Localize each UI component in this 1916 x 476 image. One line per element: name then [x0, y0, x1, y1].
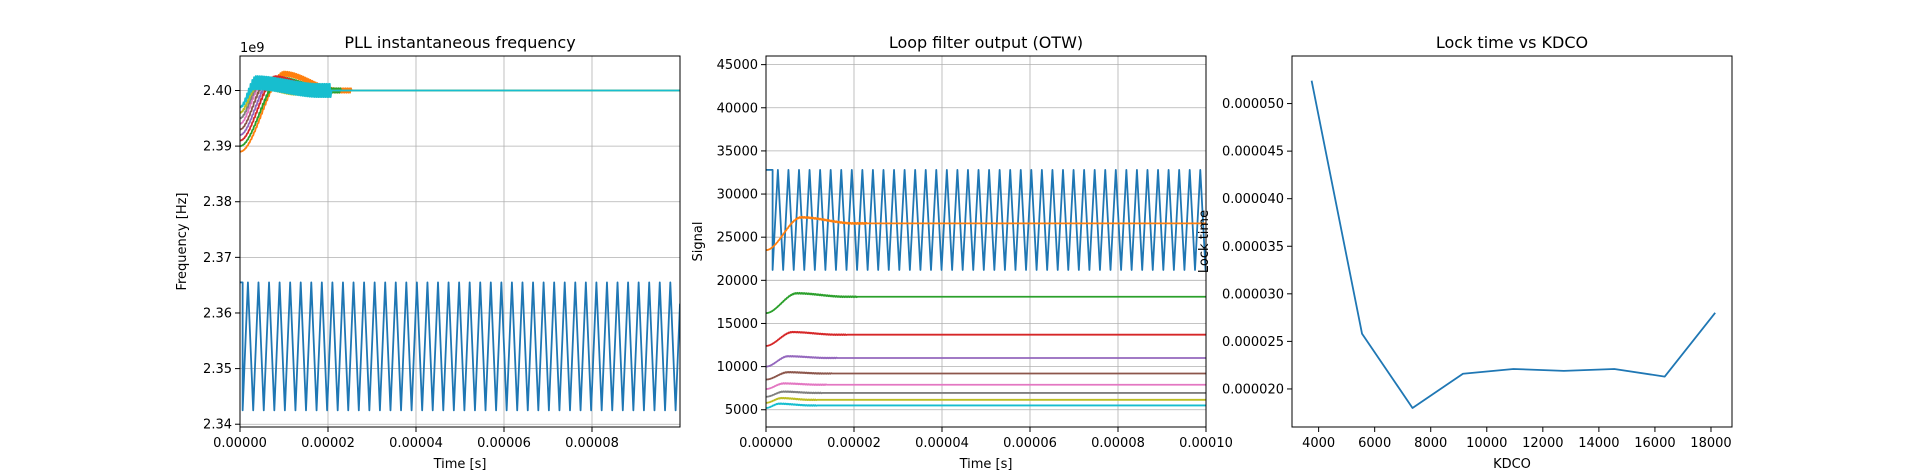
- y-tick-label: 2.36: [203, 306, 232, 321]
- y-tick-label: 0.000030: [1222, 287, 1284, 302]
- y-tick-label: 5000: [725, 403, 758, 418]
- series-line-0: [1310, 80, 1716, 409]
- y-offset-text: 1e9: [240, 41, 265, 56]
- y-tick-label: 25000: [717, 231, 758, 246]
- series-line-3: [766, 330, 1206, 347]
- series-line-4: [766, 355, 1206, 368]
- tick-marks: 0.00000 0.00002 0.00004 0.00006 0.00008 0.000…: [717, 58, 1233, 451]
- series-line-1: [766, 215, 1206, 252]
- x-axis-label: Time [s]: [433, 457, 487, 472]
- y-tick-label: 2.34: [203, 418, 232, 433]
- axes-frame: [239, 55, 681, 428]
- series-line-2: [766, 291, 1206, 315]
- x-tick-label: 12000: [1522, 436, 1563, 451]
- x-tick-label: 0.00006: [477, 436, 531, 451]
- x-tick-label: 0.00006: [1003, 436, 1057, 451]
- y-tick-label: 30000: [717, 188, 758, 203]
- x-tick-label: 18000: [1690, 436, 1731, 451]
- series-line-0: [766, 168, 1206, 271]
- y-axis-label: Frequency [Hz]: [175, 192, 190, 290]
- series-line-7: [766, 390, 1206, 398]
- y-tick-label: 0.000025: [1222, 335, 1284, 350]
- x-tick-label: 0.00000: [739, 436, 793, 451]
- y-tick-label: 2.38: [203, 195, 232, 210]
- x-tick-label: 10000: [1466, 436, 1507, 451]
- y-tick-label: 0.000050: [1222, 97, 1284, 112]
- tick-marks: 4000 6000 8000 10000 12000 14000 16000 18000 0.0…: [1222, 97, 1732, 451]
- y-axis-label: Lock time: [1197, 210, 1212, 273]
- x-tick-label: 0.00008: [1091, 436, 1145, 451]
- tick-marks: 0.00000 0.00002 0.00004 0.00006 0.00008 2.34 2…: [203, 84, 619, 451]
- x-tick-label: 8000: [1414, 436, 1447, 451]
- series-line-0: [240, 281, 680, 412]
- y-tick-label: 15000: [717, 317, 758, 332]
- y-tick-label: 0.000035: [1222, 240, 1284, 255]
- y-tick-label: 0.000045: [1222, 145, 1284, 160]
- x-tick-label: 0.00002: [301, 436, 355, 451]
- chart-lock-time-vs-kdco: 4000 6000 8000 10000 12000 14000 16000 18000 0.0…: [1197, 33, 1733, 472]
- axes-frame: [1291, 55, 1733, 428]
- x-tick-label: 16000: [1634, 436, 1675, 451]
- y-tick-label: 40000: [717, 101, 758, 116]
- x-axis-label: KDCO: [1493, 457, 1531, 472]
- axes-frame: [765, 55, 1207, 428]
- x-axis-label: Time [s]: [959, 457, 1013, 472]
- series-line-9: [240, 75, 680, 109]
- y-tick-label: 0.000040: [1222, 192, 1284, 207]
- series-group: [240, 70, 680, 412]
- series-line-5: [766, 370, 1206, 381]
- y-tick-label: 2.39: [203, 140, 232, 155]
- chart-loop-filter-output: 0.00000 0.00002 0.00004 0.00006 0.00008 0.000…: [691, 33, 1233, 472]
- chart-title: Loop filter output (OTW): [889, 33, 1083, 52]
- x-tick-label: 0.00004: [389, 436, 443, 451]
- series-line-9: [766, 402, 1206, 409]
- series-group: [1310, 80, 1716, 409]
- y-tick-label: 2.40: [203, 84, 232, 99]
- y-tick-label: 10000: [717, 360, 758, 375]
- x-tick-label: 4000: [1302, 436, 1335, 451]
- x-tick-label: 0.00010: [1179, 436, 1233, 451]
- y-axis-label: Signal: [691, 222, 706, 262]
- series-line-6: [766, 382, 1206, 390]
- chart-title: Lock time vs KDCO: [1436, 33, 1588, 52]
- y-tick-label: 45000: [717, 58, 758, 73]
- x-tick-label: 0.00000: [213, 436, 267, 451]
- y-tick-label: 2.35: [203, 362, 232, 377]
- chart-pll-frequency: 0.00000 0.00002 0.00004 0.00006 0.00008 2.34 2…: [175, 33, 681, 472]
- series-group: [766, 168, 1206, 409]
- y-tick-label: 0.000020: [1222, 382, 1284, 397]
- chart-title: PLL instantaneous frequency: [344, 33, 575, 52]
- y-tick-label: 35000: [717, 144, 758, 159]
- series-line-8: [766, 396, 1206, 404]
- x-tick-label: 0.00004: [915, 436, 969, 451]
- x-tick-label: 0.00002: [827, 436, 881, 451]
- x-tick-label: 0.00008: [565, 436, 619, 451]
- x-tick-label: 6000: [1358, 436, 1391, 451]
- y-tick-label: 2.37: [203, 251, 232, 266]
- x-tick-label: 14000: [1578, 436, 1619, 451]
- y-tick-label: 20000: [717, 274, 758, 289]
